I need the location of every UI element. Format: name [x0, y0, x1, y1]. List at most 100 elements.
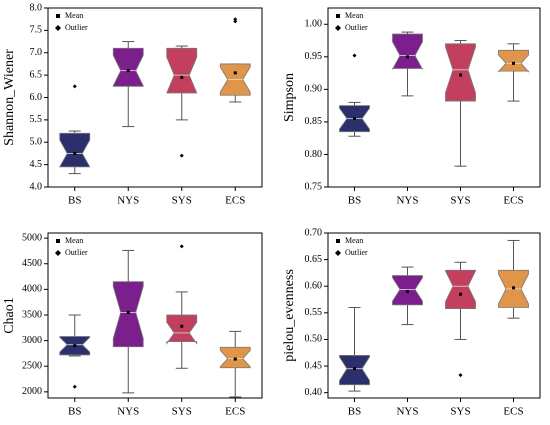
- outlier: [458, 373, 463, 378]
- x-tick-label: NYS: [117, 195, 139, 207]
- y-tick-label: 0.70: [305, 227, 323, 238]
- legend-mean-icon: [336, 14, 340, 18]
- legend-label: Outlier: [345, 248, 368, 257]
- y-tick-label: 2000: [22, 386, 42, 397]
- legend-outlier-icon: [55, 25, 61, 31]
- mean-marker: [512, 61, 515, 65]
- y-tick-label: 4000: [22, 284, 42, 295]
- box: [112, 47, 144, 87]
- legend-label: Outlier: [345, 23, 368, 32]
- x-tick-label: ECS: [225, 195, 245, 207]
- mean-marker: [233, 357, 237, 361]
- y-tick-label: 0.90: [305, 84, 323, 95]
- y-tick-label: 5.0: [30, 137, 43, 148]
- y-tick-label: 0.65: [305, 254, 323, 265]
- y-tick-label: 6.5: [30, 69, 43, 80]
- x-tick-label: ECS: [225, 406, 245, 418]
- box: [392, 33, 423, 70]
- mean-marker: [73, 344, 77, 348]
- y-tick-label: 0.50: [305, 334, 323, 345]
- x-tick-label: ECS: [503, 406, 523, 418]
- box: [445, 43, 476, 102]
- y-tick-label: 0.55: [305, 307, 323, 318]
- legend-mean-icon: [56, 14, 60, 18]
- y-tick-label: 0.40: [305, 387, 323, 398]
- mean-marker: [406, 55, 409, 59]
- outlier: [352, 53, 357, 58]
- outlier: [233, 19, 238, 24]
- legend-label: Mean: [65, 236, 83, 245]
- x-tick-label: SYS: [450, 406, 470, 418]
- y-tick-label: 3000: [22, 335, 42, 346]
- x-tick-label: SYS: [172, 406, 192, 418]
- outlier: [179, 153, 184, 158]
- mean-marker: [180, 324, 184, 328]
- y-axis-label: Simpson: [282, 73, 297, 122]
- mean-marker: [459, 292, 462, 296]
- y-tick-label: 7.5: [30, 25, 43, 36]
- outlier: [72, 84, 77, 89]
- x-tick-label: NYS: [117, 406, 139, 418]
- y-tick-label: 3500: [22, 309, 42, 320]
- legend-label: Outlier: [65, 248, 88, 257]
- mean-marker: [353, 367, 356, 371]
- x-tick-label: BS: [68, 195, 81, 207]
- mean-marker: [512, 286, 515, 290]
- y-axis-label: Chao1: [2, 297, 17, 334]
- legend-mean-icon: [56, 239, 60, 243]
- y-tick-label: 0.75: [305, 181, 323, 192]
- mean-marker: [180, 75, 184, 79]
- box: [219, 346, 251, 369]
- y-tick-label: 4500: [22, 258, 42, 269]
- box: [498, 49, 529, 73]
- y-tick-label: 0.60: [305, 281, 323, 292]
- mean-marker: [353, 117, 356, 121]
- x-tick-label: BS: [68, 406, 81, 418]
- box: [166, 47, 198, 94]
- y-axis-label: pielou_evenness: [282, 269, 297, 362]
- legend-mean-icon: [336, 239, 340, 243]
- y-tick-label: 0.80: [305, 149, 323, 160]
- y-axis-label: Shannon_Wiener: [2, 49, 17, 146]
- plot-frame: [47, 232, 263, 399]
- legend-outlier-icon: [335, 25, 341, 31]
- legend-label: Mean: [65, 11, 83, 20]
- x-tick-label: NYS: [396, 195, 418, 207]
- x-tick-label: SYS: [172, 195, 192, 207]
- x-tick-label: ECS: [503, 195, 523, 207]
- y-tick-label: 2500: [22, 361, 42, 372]
- y-tick-label: 7.0: [30, 47, 43, 58]
- outlier: [72, 384, 77, 389]
- plot-frame: [327, 7, 541, 188]
- y-tick-label: 4.0: [30, 181, 43, 192]
- y-tick-label: 0.45: [305, 360, 323, 371]
- x-tick-label: BS: [348, 406, 361, 418]
- legend-label: Mean: [345, 11, 363, 20]
- x-tick-label: BS: [348, 195, 361, 207]
- plot-frame: [327, 232, 541, 399]
- legend-outlier-icon: [55, 250, 61, 256]
- box: [112, 281, 144, 348]
- legend-label: Mean: [345, 236, 363, 245]
- outlier: [179, 244, 184, 249]
- y-tick-label: 5.5: [30, 114, 43, 125]
- y-tick-label: 5000: [22, 232, 42, 243]
- box: [445, 269, 476, 309]
- legend-outlier-icon: [335, 250, 341, 256]
- box: [166, 314, 198, 345]
- y-tick-label: 6.0: [30, 92, 43, 103]
- y-tick-label: 8.0: [30, 2, 43, 13]
- y-tick-label: 1.00: [305, 19, 323, 30]
- y-tick-label: 4.5: [30, 159, 43, 170]
- legend-label: Outlier: [65, 23, 88, 32]
- mean-marker: [459, 73, 462, 77]
- x-tick-label: NYS: [396, 406, 418, 418]
- outlier: [233, 17, 238, 22]
- x-tick-label: SYS: [450, 195, 470, 207]
- y-tick-label: 0.85: [305, 116, 323, 127]
- mean-marker: [406, 290, 409, 294]
- mean-marker: [233, 71, 237, 75]
- mean-marker: [126, 69, 130, 73]
- box: [59, 132, 91, 168]
